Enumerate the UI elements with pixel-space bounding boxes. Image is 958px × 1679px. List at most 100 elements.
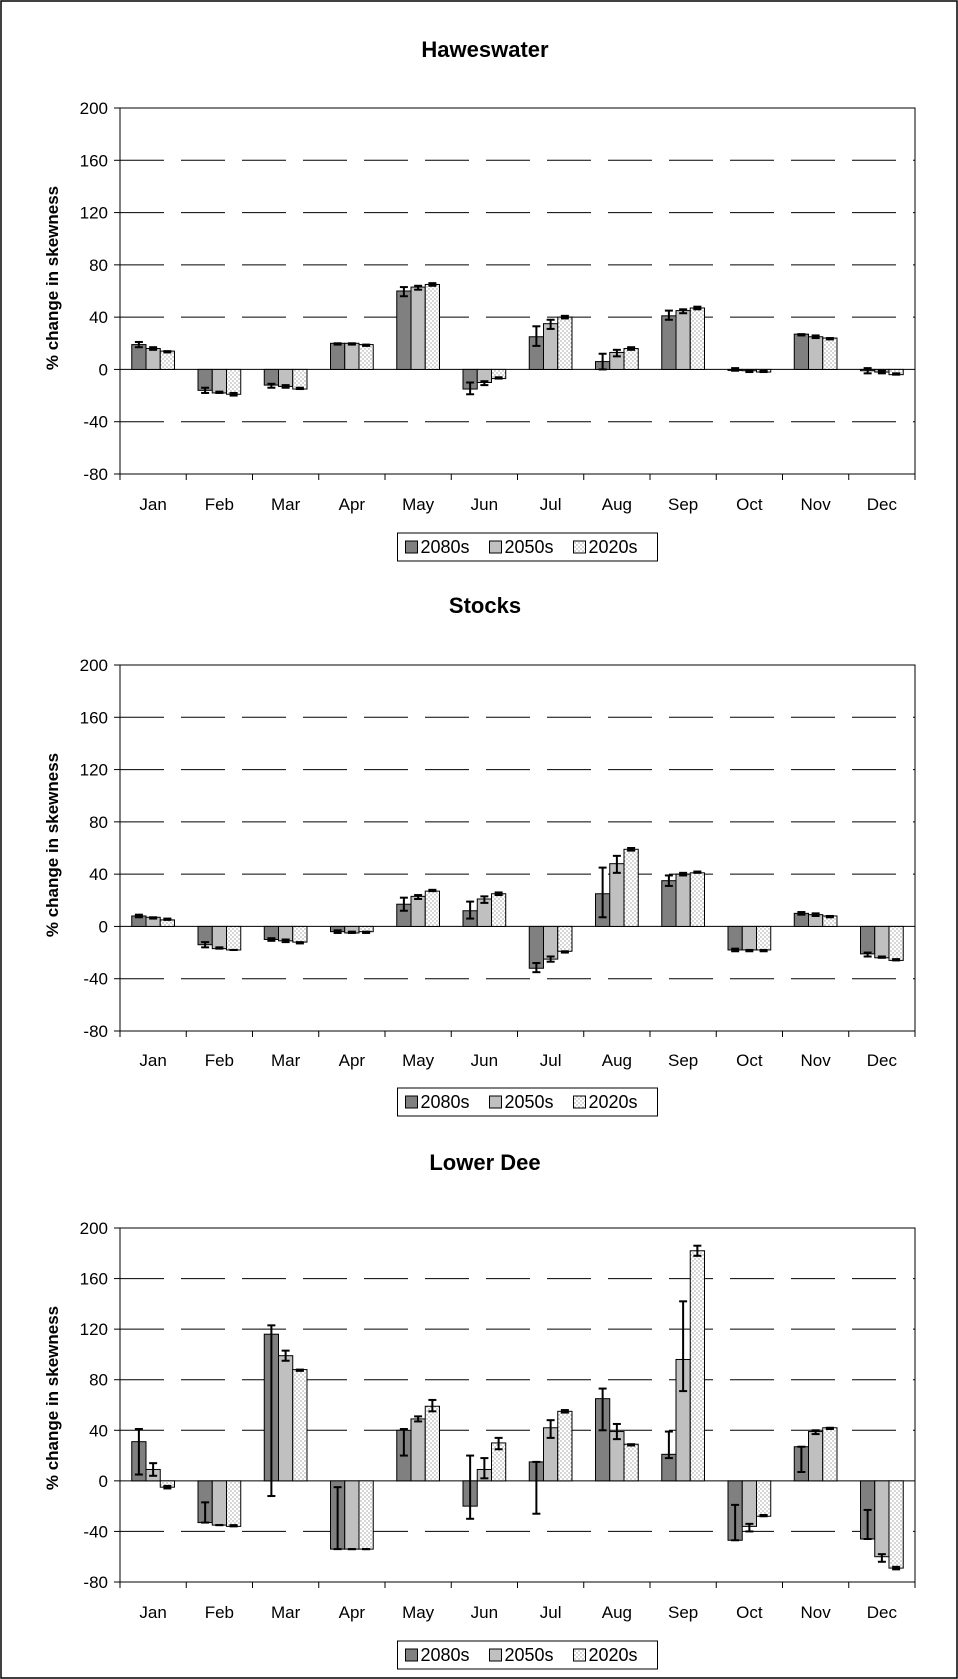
- legend-entry: 2080s: [421, 1092, 470, 1112]
- x-tick-label: Nov: [801, 1603, 832, 1622]
- x-tick-label: Sep: [668, 1603, 698, 1622]
- x-tick-label: Feb: [205, 1051, 234, 1070]
- bar-2020s: [623, 348, 639, 370]
- bar-2080s: [131, 344, 147, 370]
- y-tick-label: 160: [80, 151, 108, 170]
- bar-2050s: [543, 925, 559, 960]
- bar-2020s: [225, 368, 242, 395]
- legend-entry: 2020s: [589, 537, 638, 557]
- bar-2020s: [225, 925, 242, 951]
- bar-2080s: [330, 342, 346, 370]
- bar-2050s: [278, 1355, 294, 1482]
- bar-2050s: [211, 368, 227, 394]
- chart-title: Lower Dee: [429, 1150, 540, 1175]
- y-axis-label: % change in skewness: [43, 753, 62, 937]
- legend-swatch: [489, 1648, 502, 1662]
- legend-swatch: [489, 540, 502, 554]
- y-tick-label: 200: [80, 99, 108, 118]
- bar-2020s: [557, 1410, 573, 1482]
- bar-2020s: [424, 283, 440, 370]
- y-tick-label: -40: [83, 1522, 108, 1541]
- x-tick-label: Jan: [139, 495, 166, 514]
- legend-box: [397, 1640, 658, 1670]
- x-tick-label: Apr: [339, 1051, 366, 1070]
- bar-2050s: [278, 368, 294, 387]
- legend-entry: 2050s: [505, 1645, 554, 1665]
- y-tick-label: 80: [89, 813, 108, 832]
- legend-entry: 2080s: [421, 1645, 470, 1665]
- x-tick-label: Jun: [471, 1051, 498, 1070]
- chart-title: Stocks: [449, 593, 521, 618]
- bar-2020s: [623, 848, 639, 927]
- x-tick-label: Aug: [602, 495, 632, 514]
- x-tick-label: Jul: [540, 495, 562, 514]
- y-tick-label: 0: [99, 360, 108, 379]
- bar-2050s: [808, 336, 824, 370]
- legend-box: [397, 1087, 658, 1117]
- y-tick-label: 200: [80, 1219, 108, 1238]
- bar-2050s: [874, 1480, 890, 1558]
- bar-2020s: [888, 1480, 904, 1569]
- x-tick-label: Mar: [271, 495, 301, 514]
- bar-2050s: [410, 1418, 426, 1482]
- y-tick-label: -80: [83, 465, 108, 484]
- x-tick-label: Apr: [339, 1603, 366, 1622]
- bar-2080s: [396, 290, 412, 370]
- y-tick-label: 80: [89, 256, 108, 275]
- bar-2050s: [675, 873, 691, 927]
- bar-2020s: [292, 368, 308, 390]
- bar-2020s: [424, 890, 440, 927]
- chart-title: Haweswater: [421, 37, 549, 62]
- y-tick-label: 0: [99, 917, 108, 936]
- bar-2020s: [689, 1250, 705, 1482]
- legend-entry: 2020s: [589, 1092, 638, 1112]
- bar-2020s: [822, 1427, 838, 1482]
- bar-2020s: [424, 1405, 440, 1482]
- y-tick-label: -40: [83, 970, 108, 989]
- bar-2020s: [557, 316, 573, 370]
- bar-2020s: [159, 350, 175, 370]
- y-tick-label: -80: [83, 1022, 108, 1041]
- x-tick-label: Nov: [801, 1051, 832, 1070]
- chart-stocks: Stocks % change in skewness -80 -40 0 40 80 1…: [43, 593, 916, 1117]
- bar-2050s: [344, 342, 360, 370]
- x-tick-label: Aug: [602, 1603, 632, 1622]
- x-tick-label: Oct: [736, 1051, 763, 1070]
- legend-swatch: [405, 1095, 418, 1109]
- bar-2050s: [874, 925, 890, 959]
- x-tick-label: May: [402, 1603, 435, 1622]
- bar-2080s: [793, 333, 810, 370]
- y-tick-label: 120: [80, 204, 108, 223]
- bar-2050s: [808, 1431, 824, 1482]
- x-tick-label: May: [402, 1051, 435, 1070]
- bar-2020s: [358, 344, 374, 370]
- x-tick-label: Mar: [271, 1603, 301, 1622]
- x-tick-label: Jan: [139, 1051, 166, 1070]
- x-tick-label: Jul: [540, 1051, 562, 1070]
- bar-2020s: [490, 893, 507, 927]
- bar-2050s: [675, 310, 691, 370]
- bar-2020s: [755, 925, 772, 951]
- x-tick-label: Dec: [867, 495, 898, 514]
- bar-2080s: [661, 315, 677, 370]
- bar-2020s: [888, 925, 904, 961]
- bar-2020s: [623, 1443, 639, 1482]
- legend-entry: 2020s: [589, 1645, 638, 1665]
- bar-2020s: [689, 307, 705, 370]
- y-axis-label: % change in skewness: [43, 1306, 62, 1490]
- x-tick-label: Oct: [736, 495, 763, 514]
- x-tick-label: Jul: [540, 1603, 562, 1622]
- legend-entry: 2050s: [505, 1092, 554, 1112]
- x-tick-label: Oct: [736, 1603, 763, 1622]
- legend-entry: 2050s: [505, 537, 554, 557]
- x-tick-label: Feb: [205, 1603, 234, 1622]
- x-tick-label: Apr: [339, 495, 366, 514]
- y-tick-label: 80: [89, 1371, 108, 1390]
- bar-2050s: [410, 286, 426, 370]
- x-tick-label: Sep: [668, 495, 698, 514]
- x-tick-label: Jun: [471, 495, 498, 514]
- bar-2080s: [528, 925, 545, 969]
- y-tick-label: 0: [99, 1472, 108, 1491]
